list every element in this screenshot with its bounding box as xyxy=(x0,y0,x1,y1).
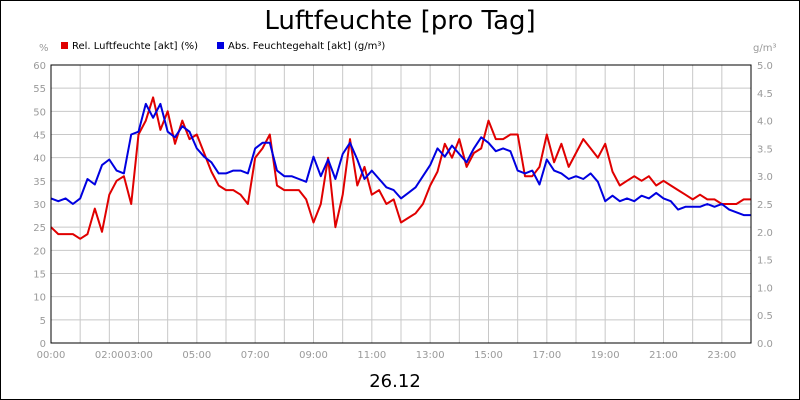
y-right-tick-label: 0.0 xyxy=(757,339,773,350)
y-left-tick-label: 60 xyxy=(33,61,46,72)
y-left-tick-label: 25 xyxy=(33,223,46,234)
x-tick-label: 03:00 xyxy=(124,350,153,361)
x-tick-label: 15:00 xyxy=(474,350,503,361)
series-line-abs-humidity xyxy=(50,102,751,217)
y-left-unit: % xyxy=(39,43,49,54)
date-label: 26.12 xyxy=(369,371,421,392)
legend: Rel. Luftfeuchte [akt] (%) Abs. Feuchtege… xyxy=(61,41,385,52)
y-right-tick-label: 4.0 xyxy=(757,117,773,128)
y-right-tick-label: 1.0 xyxy=(757,283,773,294)
y-left-tick-label: 55 xyxy=(33,84,46,95)
series-line-rel-humidity xyxy=(50,96,751,240)
y-left-tick-label: 50 xyxy=(33,107,46,118)
y-left-tick-label: 30 xyxy=(33,200,46,211)
legend-label: Abs. Feuchtegehalt [akt] (g/m³) xyxy=(228,41,385,52)
y-left-tick-label: 10 xyxy=(33,293,46,304)
x-tick-label: 05:00 xyxy=(182,350,211,361)
legend-label: Rel. Luftfeuchte [akt] (%) xyxy=(72,41,198,52)
y-right-tick-label: 2.5 xyxy=(757,200,773,211)
y-right-tick-label: 4.5 xyxy=(757,89,773,100)
y-right-tick-label: 3.5 xyxy=(757,144,773,155)
y-left-tick-label: 5 xyxy=(40,316,46,327)
x-tick-label: 00:00 xyxy=(37,350,66,361)
y-left-tick-label: 20 xyxy=(33,246,46,257)
y-left-axis: 0 5 10 15 20 25 30 35 40 45 50 55 60 xyxy=(33,61,46,350)
y-right-tick-label: 0.5 xyxy=(757,311,773,322)
x-tick-label: 11:00 xyxy=(357,350,386,361)
y-right-tick-label: 5.0 xyxy=(757,61,773,72)
y-right-tick-label: 3.0 xyxy=(757,172,773,183)
x-axis: 00:00 02:00 03:00 05:00 07:00 09:00 11:00 13:00… xyxy=(37,350,737,361)
x-tick-label: 21:00 xyxy=(649,350,678,361)
legend-swatch xyxy=(61,42,68,49)
x-tick-label: 07:00 xyxy=(241,350,270,361)
y-left-tick-label: 40 xyxy=(33,154,46,165)
y-right-unit: g/m³ xyxy=(753,43,776,54)
x-tick-label: 17:00 xyxy=(532,350,561,361)
y-right-axis: 0.0 0.5 1.0 1.5 2.0 2.5 3.0 3.5 4.0 4.5 5.0 xyxy=(757,61,773,350)
x-tick-label: 13:00 xyxy=(416,350,445,361)
y-right-tick-label: 2.0 xyxy=(757,228,773,239)
y-left-tick-label: 45 xyxy=(33,131,46,142)
y-left-tick-label: 0 xyxy=(40,339,46,350)
chart-title: Luftfeuchte [pro Tag] xyxy=(264,6,535,36)
x-tick-label: 19:00 xyxy=(591,350,620,361)
x-tick-label: 23:00 xyxy=(707,350,736,361)
x-tick-label: 09:00 xyxy=(299,350,328,361)
legend-swatch xyxy=(217,42,224,49)
series-lines xyxy=(50,96,751,240)
y-left-tick-label: 35 xyxy=(33,177,46,188)
x-tick-label: 02:00 xyxy=(95,350,124,361)
plot-border xyxy=(50,64,752,344)
y-right-tick-label: 1.5 xyxy=(757,256,773,267)
y-left-tick-label: 15 xyxy=(33,270,46,281)
